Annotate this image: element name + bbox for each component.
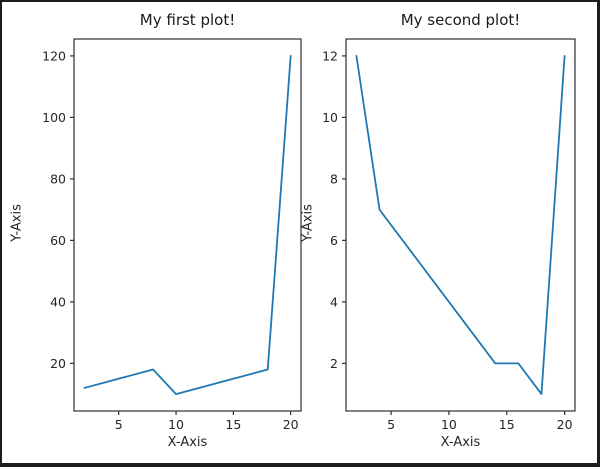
y-tick-label: 60	[50, 233, 66, 248]
y-tick-label: 40	[50, 294, 66, 309]
x-tick-label: 10	[168, 417, 184, 432]
axes-frame	[73, 38, 302, 412]
second-plot-axes: 5 10 15 20 2 4 6 8 10 12	[322, 38, 576, 432]
y-tick-label: 8	[330, 171, 338, 186]
second-plot-yaxis-label: Y-Axis	[300, 204, 316, 242]
y-tick-label: 10	[322, 110, 338, 125]
y-tick-label: 100	[42, 110, 66, 125]
y-tick-label: 80	[50, 171, 66, 186]
first-plot-yaxis-label: Y-Axis	[9, 204, 25, 242]
x-tick-label: 20	[283, 417, 299, 432]
x-tick-label: 5	[387, 417, 395, 432]
data-line	[83, 55, 292, 395]
axes-frame	[345, 38, 576, 412]
first-plot-title: My first plot!	[139, 11, 236, 29]
first-plot-axes: 5 10 15 20 20 40 60 80 100 120	[42, 38, 302, 432]
y-tick-label: 20	[50, 356, 66, 371]
x-tick-label: 5	[115, 417, 123, 432]
y-tick-label: 120	[42, 48, 66, 63]
x-tick-label: 15	[499, 417, 515, 432]
x-tick-label: 10	[441, 417, 457, 432]
data-line	[355, 55, 566, 395]
y-tick-label: 4	[330, 294, 338, 309]
y-tick-label: 6	[330, 233, 338, 248]
second-plot-xaxis-label: X-Axis	[440, 435, 481, 450]
second-plot-title: My second plot!	[400, 11, 521, 29]
first-plot-xaxis-label: X-Axis	[167, 435, 208, 450]
y-tick-label: 12	[322, 48, 338, 63]
x-tick-label: 15	[225, 417, 241, 432]
y-tick-label: 2	[330, 356, 338, 371]
x-tick-label: 20	[557, 417, 573, 432]
